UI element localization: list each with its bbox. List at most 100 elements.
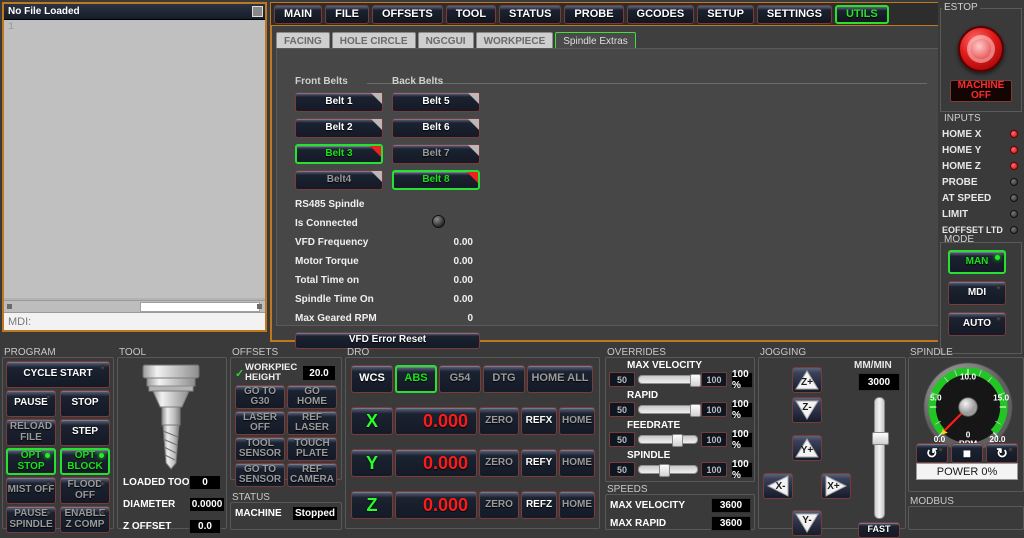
go-to-sensor-button[interactable]: GO TO SENSOR (235, 463, 285, 487)
jog-z-plus-button[interactable]: Z+ (792, 367, 822, 393)
spindle-min-value[interactable]: 50 (609, 462, 635, 477)
mode-mdi-button[interactable]: MDI (948, 281, 1006, 305)
belt-3-button[interactable]: Belt 3 (295, 144, 383, 164)
subtab-hole-circle[interactable]: HOLE CIRCLE (331, 32, 416, 50)
laser-off-button[interactable]: LASER OFF (235, 411, 285, 435)
ref-laser-button[interactable]: REF LASER (287, 411, 337, 435)
stop-button[interactable]: STOP (60, 390, 110, 417)
max-velocity-slider[interactable] (638, 374, 701, 387)
dro-axis-x-zero-button[interactable]: ZERO (479, 407, 519, 435)
enable-z-comp-button[interactable]: ENABLE Z COMP (60, 506, 110, 533)
dro-axis-y-zero-button[interactable]: ZERO (479, 449, 519, 477)
belt-2-button[interactable]: Belt 2 (295, 118, 383, 138)
nav-tab-status[interactable]: STATUS (499, 4, 562, 24)
dro-axis-z-ref-button[interactable]: REFZ (521, 491, 557, 519)
touch-plate-button[interactable]: TOUCH PLATE (287, 437, 337, 461)
workpiece-height-check-icon[interactable]: ✓ (235, 368, 245, 380)
dro-axis-y-home-button[interactable]: HOME (559, 449, 595, 477)
jog-x-plus-button[interactable]: X+ (821, 473, 851, 499)
tool-sensor-button[interactable]: TOOL SENSOR (235, 437, 285, 461)
spindle-ccw-button[interactable]: ↺ (916, 443, 948, 463)
gcode-text-area[interactable]: 1 (4, 20, 265, 298)
subtab-spindle-extras[interactable]: Spindle Extras (555, 32, 636, 50)
step-button[interactable]: STEP (60, 419, 110, 446)
nav-tab-offsets[interactable]: OFFSETS (371, 4, 443, 24)
dro-axis-x-ref-button[interactable]: REFX (521, 407, 557, 435)
opt-block-button[interactable]: OPT BLOCK (60, 448, 110, 475)
dro-axis-x-home-button[interactable]: HOME (559, 407, 595, 435)
mode-auto-button[interactable]: AUTO (948, 312, 1006, 336)
belt-7-button[interactable]: Belt 7 (392, 144, 480, 164)
file-header-indicator[interactable] (252, 6, 263, 17)
subtab-ngcgui[interactable]: NGCGUI (417, 32, 474, 50)
dro-wcs-button[interactable]: WCS (351, 365, 393, 393)
spindle-max-value[interactable]: 100 (701, 462, 727, 477)
nav-tab-probe[interactable]: PROBE (564, 4, 624, 24)
feedrate-max-value[interactable]: 100 (701, 432, 727, 447)
gcode-horizontal-scrollbar[interactable] (4, 300, 265, 312)
max-velocity-slider-knob[interactable] (690, 374, 701, 387)
scroll-thumb[interactable] (139, 302, 260, 312)
diameter-value[interactable]: 0.0000 (189, 497, 225, 512)
feedrate-slider[interactable] (638, 434, 698, 447)
dro-abs-button[interactable]: ABS (395, 365, 437, 393)
mode-manual-button[interactable]: MAN (948, 250, 1006, 274)
spindle-slider[interactable] (638, 464, 698, 477)
reload-file-button[interactable]: RELOAD FILE (6, 419, 56, 446)
subtab-facing[interactable]: FACING (276, 32, 330, 50)
feedrate-min-value[interactable]: 50 (609, 432, 635, 447)
belt-8-button[interactable]: Belt 8 (392, 170, 480, 190)
rapid-slider-knob[interactable] (690, 404, 701, 417)
rapid-min-value[interactable]: 50 (609, 402, 635, 417)
nav-tab-gcodes[interactable]: GCODES (626, 4, 695, 24)
nav-tab-setup[interactable]: SETUP (697, 4, 754, 24)
go-home-button[interactable]: GO HOME (287, 385, 337, 409)
jog-rate-value[interactable]: 3000 (858, 373, 900, 391)
dro-dtg-button[interactable]: DTG (483, 365, 525, 393)
dro-axis-x-value[interactable]: 0.000 (395, 407, 477, 435)
spindle-cw-button[interactable]: ↻ (986, 443, 1018, 463)
pause-button[interactable]: PAUSE (6, 390, 56, 417)
nav-tab-file[interactable]: FILE (325, 4, 369, 24)
speeds-max-rapid-value[interactable]: 3600 (711, 516, 751, 531)
opt-stop-button[interactable]: OPT STOP (6, 448, 56, 475)
dro-axis-z-zero-button[interactable]: ZERO (479, 491, 519, 519)
belt-6-button[interactable]: Belt 6 (392, 118, 480, 138)
belt-5-button[interactable]: Belt 5 (392, 92, 480, 112)
nav-tab-utils[interactable]: UTILS (834, 4, 889, 24)
ref-camera-button[interactable]: REF CAMERA (287, 463, 337, 487)
cycle-start-button[interactable]: CYCLE START (6, 361, 110, 388)
nav-tab-main[interactable]: MAIN (274, 4, 323, 24)
dro-g54-button[interactable]: G54 (439, 365, 481, 393)
loaded-tool-value[interactable]: 0 (189, 475, 221, 490)
dro-axis-z-home-button[interactable]: HOME (559, 491, 595, 519)
scroll-right-arrow-icon[interactable] (257, 304, 262, 309)
subtab-workpiece[interactable]: WORKPIECE (475, 32, 554, 50)
dro-axis-z-value[interactable]: 0.000 (395, 491, 477, 519)
scroll-left-arrow-icon[interactable] (7, 304, 12, 309)
max-velocity-max-value[interactable]: 100 (701, 372, 727, 387)
jog-rate-slider[interactable] (872, 397, 889, 519)
dro-axis-y-value[interactable]: 0.000 (395, 449, 477, 477)
go-to-g30-button[interactable]: GO TO G30 (235, 385, 285, 409)
workpiece-height-value[interactable]: 20.0 (302, 365, 336, 381)
home-all-button[interactable]: HOME ALL (527, 365, 593, 393)
vfd-error-reset-button[interactable]: VFD Error Reset (295, 332, 480, 349)
pause-spindle-button[interactable]: PAUSE SPINDLE (6, 506, 56, 533)
mist-button[interactable]: MIST OFF (6, 477, 56, 504)
nav-tab-settings[interactable]: SETTINGS (756, 4, 832, 24)
z-offset-value[interactable]: 0.0 (189, 519, 221, 534)
jog-y-plus-button[interactable]: Y+ (792, 435, 822, 461)
belt-1-button[interactable]: Belt 1 (295, 92, 383, 112)
speeds-max-velocity-value[interactable]: 3600 (711, 498, 751, 513)
machine-power-status[interactable]: MACHINE OFF (950, 80, 1012, 102)
estop-button[interactable] (958, 26, 1004, 72)
dro-axis-y-ref-button[interactable]: REFY (521, 449, 557, 477)
flood-button[interactable]: FLOOD OFF (60, 477, 110, 504)
max-velocity-min-value[interactable]: 50 (609, 372, 635, 387)
nav-tab-tool[interactable]: TOOL (445, 4, 497, 24)
belt-4-button[interactable]: Belt4 (295, 170, 383, 190)
jog-x-minus-button[interactable]: X- (763, 473, 793, 499)
rapid-max-value[interactable]: 100 (701, 402, 727, 417)
jog-rate-slider-knob[interactable] (872, 432, 889, 445)
